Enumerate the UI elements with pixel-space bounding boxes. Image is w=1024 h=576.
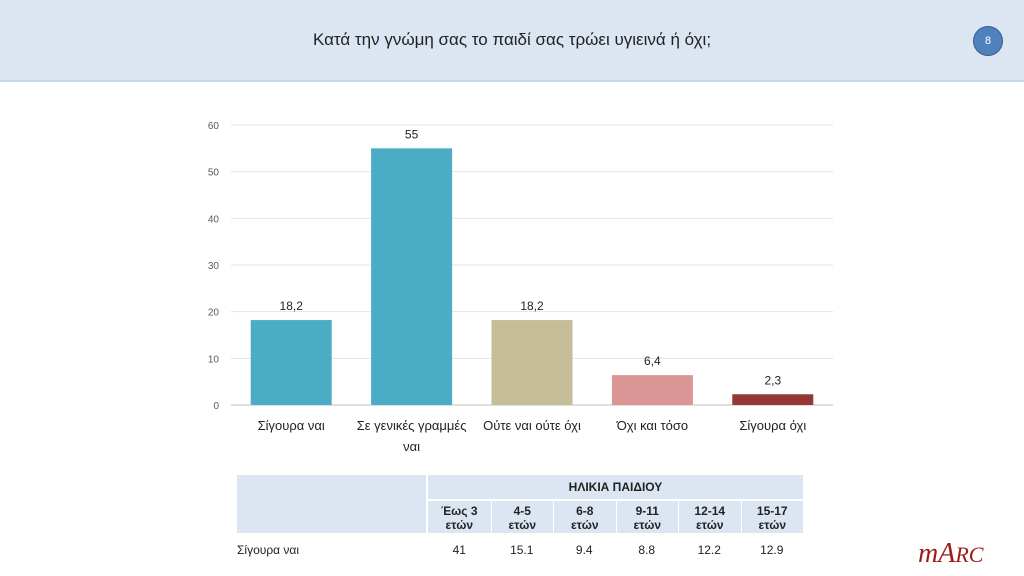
table-column-header: 15-17 ετών <box>741 501 803 533</box>
y-tick-label: 20 <box>208 308 220 319</box>
y-tick-label: 40 <box>208 214 220 225</box>
column-header-line2: ετών <box>695 518 724 532</box>
data-label: 18,2 <box>280 299 304 313</box>
table-column-header: 12-14 ετών <box>679 501 741 533</box>
slide-title: Κατά την γνώμη σας το παιδί σας τρώει υγ… <box>312 30 712 49</box>
column-header-line1: 6-8 <box>576 504 594 518</box>
page-number-badge: 8 <box>973 26 1003 56</box>
column-header-line1: 15-17 <box>756 504 788 518</box>
bar <box>371 148 453 406</box>
column-header-line2: ετών <box>758 518 787 532</box>
age-breakdown-table: ΗΛΙΚΙΑ ΠΑΙΔΙΟΥ Σίγουρα ναι Έως 3 ετών 41 4-… <box>237 475 803 563</box>
data-label: 2,3 <box>764 373 781 387</box>
table-group-header: ΗΛΙΚΙΑ ΠΑΙΔΙΟΥ <box>428 475 803 499</box>
category-label: Όχι και τόσο <box>616 418 688 433</box>
header-band <box>0 0 1024 80</box>
table-cell: 15.1 <box>510 543 534 557</box>
column-header-line1: 9-11 <box>635 504 659 518</box>
table-cell: 8.8 <box>638 543 656 557</box>
y-tick-label: 30 <box>208 261 220 272</box>
column-header-line2: ετών <box>508 518 537 532</box>
column-header-line2: ετών <box>570 518 599 532</box>
table-cell: 12.2 <box>697 543 721 557</box>
category-label: Σίγουρα ναι <box>258 418 325 433</box>
column-header-line2: ετών <box>633 518 662 532</box>
table-row-label: Σίγουρα ναι <box>237 543 300 557</box>
y-tick-label: 10 <box>208 354 220 365</box>
column-header-line1: Έως 3 <box>440 504 478 518</box>
header-divider <box>0 80 1024 82</box>
bar-chart: 0 10 20 30 40 50 60 18,2 Σίγουρα ναι 55 Σε γενικές… <box>208 121 833 454</box>
data-label: 55 <box>405 127 419 141</box>
column-header-line1: 4-5 <box>513 504 531 518</box>
bar <box>611 375 693 405</box>
table-column-header: 6-8 ετών <box>554 501 616 533</box>
bar <box>491 320 573 405</box>
table-cell: 12.9 <box>760 543 784 557</box>
table-column-header: 9-11 ετών <box>616 501 678 533</box>
y-tick-label: 0 <box>213 401 219 412</box>
data-label: 6,4 <box>644 354 661 368</box>
table-cell: 41 <box>452 543 466 557</box>
table-column-header: 4-5 ετών <box>491 501 553 533</box>
table-column-header: Έως 3 ετών <box>428 501 491 533</box>
y-tick-label: 50 <box>208 168 220 179</box>
marc-logo: mARC <box>918 538 984 569</box>
category-label: Ούτε ναι ούτε όχι <box>483 418 581 433</box>
y-tick-label: 60 <box>208 121 220 132</box>
category-label: Σίγουρα όχι <box>739 418 806 433</box>
table-corner-cell <box>237 475 426 533</box>
category-label: Σε γενικές γραμμές ναι <box>357 418 467 454</box>
data-label: 18,2 <box>520 299 544 313</box>
bar <box>250 320 332 405</box>
column-header-line1: 12-14 <box>694 504 726 518</box>
bar <box>732 394 814 405</box>
column-header-line2: ετών <box>445 518 474 532</box>
table-cell: 9.4 <box>575 543 593 557</box>
